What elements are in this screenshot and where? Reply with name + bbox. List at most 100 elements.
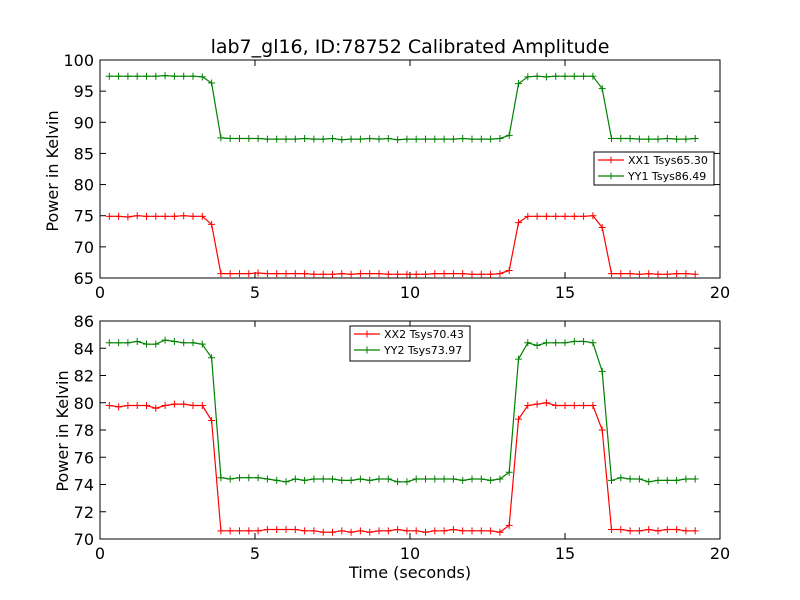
data-point [152, 404, 160, 412]
data-point [542, 399, 550, 407]
data-point [105, 212, 113, 220]
data-point [161, 212, 169, 220]
data-point [608, 134, 615, 142]
data-point [263, 475, 271, 483]
data-point [542, 212, 550, 220]
series-line [109, 339, 696, 483]
data-point [635, 135, 643, 143]
data-point [254, 527, 262, 535]
y-tick-label: 70 [74, 530, 94, 549]
data-point [384, 475, 392, 483]
data-point [645, 135, 653, 143]
data-point [208, 354, 216, 362]
data-point [552, 401, 560, 409]
data-point [366, 476, 374, 484]
data-point [459, 270, 467, 278]
data-point [459, 527, 467, 535]
data-point [198, 401, 206, 409]
data-point [329, 528, 336, 536]
data-point [449, 475, 457, 483]
data-point [282, 270, 290, 278]
data-point [198, 340, 206, 348]
y-tick-label: 95 [74, 82, 94, 101]
data-point [105, 72, 113, 80]
data-point [226, 270, 234, 278]
y-tick-label: 65 [74, 269, 94, 288]
data-point [589, 401, 597, 409]
data-point [673, 525, 681, 533]
data-point [170, 212, 178, 220]
data-point [338, 476, 346, 484]
data-point [524, 401, 532, 409]
data-point [626, 527, 634, 535]
data-point [319, 528, 327, 536]
data-point [329, 134, 336, 142]
data-point [449, 270, 457, 278]
data-point [236, 527, 243, 535]
data-point [477, 527, 485, 535]
data-point [375, 270, 383, 278]
data-point [291, 135, 299, 143]
data-point [152, 340, 160, 348]
data-point [654, 527, 662, 535]
data-point [496, 134, 504, 142]
data-point [691, 527, 699, 535]
y-tick-label: 82 [74, 367, 94, 386]
data-point [310, 270, 318, 278]
series-line [109, 215, 696, 275]
data-point [273, 135, 281, 143]
data-point [338, 270, 346, 278]
data-point [449, 135, 457, 143]
data-point [124, 213, 132, 221]
data-point [533, 400, 541, 408]
data-point [356, 475, 364, 483]
data-point [356, 270, 364, 278]
data-point [236, 474, 243, 482]
data-point [431, 270, 439, 278]
data-point [394, 136, 402, 144]
data-point [226, 475, 234, 483]
data-point [208, 79, 216, 87]
data-point [105, 401, 113, 409]
data-point [487, 270, 495, 278]
data-point [301, 270, 309, 278]
data-point [403, 527, 411, 535]
data-point [319, 135, 327, 143]
x-tick-label: 0 [95, 283, 105, 302]
data-point [515, 415, 522, 423]
y-tick-label: 76 [74, 448, 94, 467]
data-point [301, 527, 309, 535]
data-point [282, 478, 290, 486]
data-point [133, 212, 141, 220]
data-point [282, 135, 290, 143]
data-point [496, 475, 504, 483]
data-point [310, 135, 318, 143]
data-point [580, 401, 588, 409]
data-point [254, 269, 262, 277]
data-point [115, 212, 123, 220]
data-point [254, 474, 262, 482]
y-tick-label: 72 [74, 503, 94, 522]
data-point [143, 72, 150, 80]
data-point [487, 135, 495, 143]
data-point [663, 270, 671, 278]
data-point [124, 339, 132, 347]
data-point [673, 135, 681, 143]
data-point [468, 135, 476, 143]
y-tick-label: 74 [74, 476, 94, 495]
y-tick-label: 75 [74, 207, 94, 226]
legend-box [349, 325, 471, 362]
data-point [496, 528, 504, 536]
data-point [273, 525, 281, 533]
data-point [459, 134, 467, 142]
data-point [608, 525, 615, 533]
data-point [570, 337, 578, 345]
data-point [431, 135, 439, 143]
x-tick-label: 5 [250, 544, 260, 563]
data-point [635, 475, 643, 483]
data-point [170, 337, 178, 345]
data-point [384, 527, 392, 535]
data-point [533, 72, 541, 80]
data-point [291, 475, 299, 483]
legend-entry: XX2 Tsys70.43 [384, 328, 464, 341]
